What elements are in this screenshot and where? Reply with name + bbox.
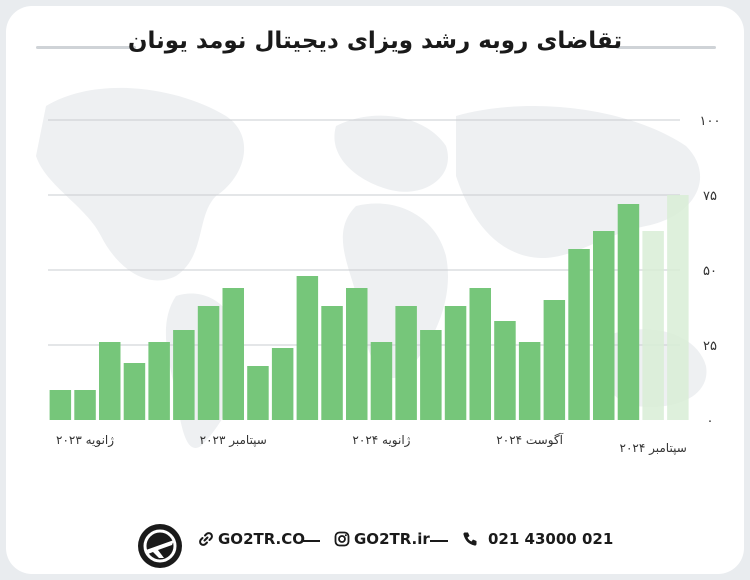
link-icon [199,532,213,546]
bar [271,348,294,420]
bar [74,390,96,420]
x-tick-label: ژانویه ۲۰۲۳ [56,433,114,448]
y-tick-label: ۲۵ [703,339,717,354]
bar [222,288,244,420]
bar [99,342,121,420]
y-tick-label: ۵۰ [703,264,717,279]
bar-chart: ۰ ۲۵ ۵۰ ۷۵ ۱۰۰ ژانویه ۲۰۲۳ سپتامبر ۲۰۲۳ ژانویه … [48,114,721,456]
x-tick-label: سپتامبر ۲۰۲۴ [620,441,687,456]
airplane-logo-icon [138,524,182,568]
projected-bar [642,231,664,420]
y-tick-label: ۷۵ [703,189,717,204]
bar [296,276,319,420]
title-line-right [616,46,716,49]
bar [49,390,72,420]
footer-divider [430,540,448,542]
infographic-card: تقاضای روبه رشد ویزای دیجیتال نومد یونان… [6,6,744,574]
x-tick-label: ژانویه ۲۰۲۴ [352,433,410,448]
instagram-icon [334,531,350,547]
chart-title: تقاضای روبه رشد ویزای دیجیتال نومد یونان [127,28,623,54]
bar [247,366,269,420]
bar [173,330,195,420]
title-row: تقاضای روبه رشد ویزای دیجیتال نومد یونان [6,24,744,64]
instagram-handle[interactable]: GO2TR.ir [354,530,430,548]
footer-divider [302,540,320,542]
bar [346,288,368,420]
title-line-left [36,46,136,49]
y-tick-label: ۱۰۰ [700,114,721,129]
bar [444,306,467,420]
bar [123,363,146,420]
bar [469,288,491,420]
bar [321,306,343,420]
bar [568,249,590,420]
y-tick-label: ۰ [707,414,714,429]
bar [395,306,417,420]
footer-bar: GO2TR.CO GO2TR.ir 021 43000 021 [6,518,744,568]
phone-number[interactable]: 021 43000 021 [488,530,614,548]
website-text[interactable]: GO2TR.CO [218,530,306,548]
bar [518,342,541,420]
bar [197,306,220,420]
x-tick-label: سپتامبر ۲۰۲۳ [200,433,267,448]
x-tick-label: آگوست ۲۰۲۴ [496,432,563,448]
bar [593,231,615,420]
bar [148,342,170,420]
projected-bar [667,195,689,420]
bar [370,342,393,420]
bar [494,321,516,420]
bar [420,330,442,420]
phone-icon [463,532,477,546]
bar [543,300,566,420]
bar [617,204,640,420]
